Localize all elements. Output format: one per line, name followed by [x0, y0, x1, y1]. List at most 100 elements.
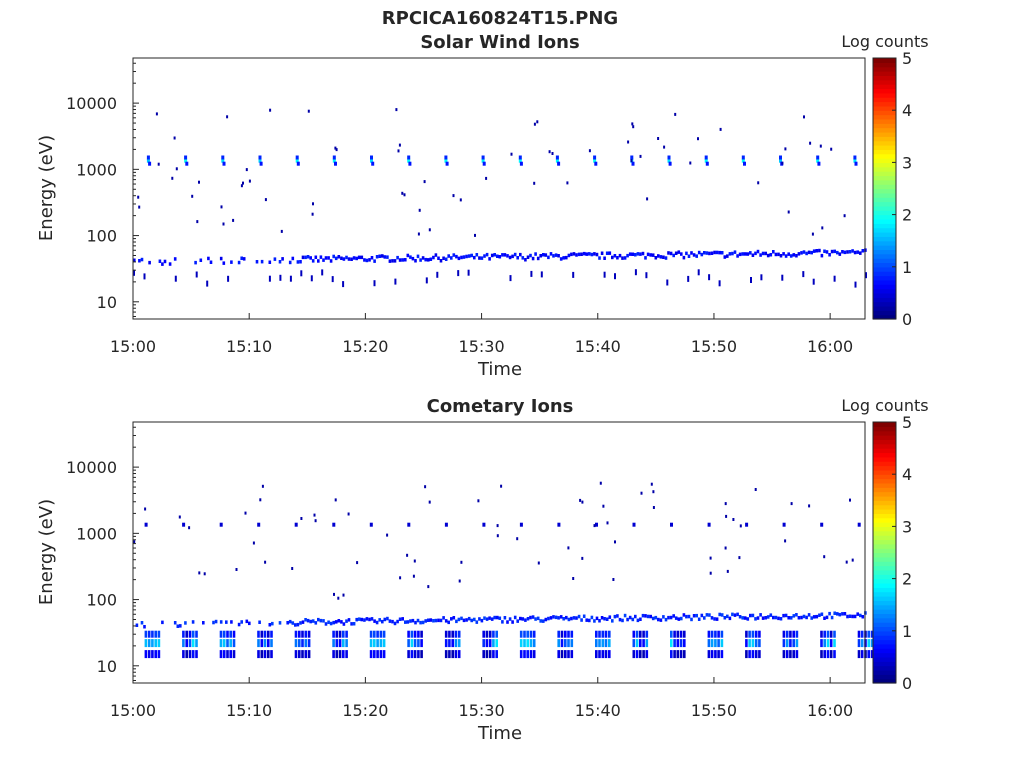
heatmap-cell: [278, 621, 282, 625]
heatmap-cell: [685, 614, 688, 619]
heatmap-cell: [846, 250, 849, 254]
heatmap-cell: [508, 255, 512, 260]
colorbar-segment: [873, 461, 896, 467]
heatmap-cell: [557, 254, 560, 258]
colorbar-tick-label: 4: [902, 101, 912, 120]
heatmap-cell: [754, 251, 757, 256]
heatmap-cell: [802, 614, 806, 619]
heatmap-cell: [710, 650, 714, 659]
heatmap-cell: [593, 252, 596, 256]
heatmap-cell: [306, 618, 310, 623]
heatmap-cell: [731, 251, 734, 256]
heatmap-cell: [188, 630, 192, 638]
heatmap-cell: [782, 650, 786, 659]
heatmap-cell: [745, 639, 748, 648]
heatmap-cell: [795, 639, 799, 648]
heatmap-cell: [140, 621, 144, 625]
heatmap-cell: [570, 639, 574, 648]
heatmap-cell: [784, 254, 788, 258]
colorbar-segment: [873, 227, 896, 233]
heatmap-cell: [580, 618, 583, 622]
heatmap-cell: [404, 620, 407, 624]
heatmap-cell: [614, 540, 616, 544]
heatmap-cell: [726, 254, 729, 258]
heatmap-cell: [860, 650, 864, 659]
x-tick-label: 16:00: [807, 337, 853, 356]
heatmap-cell: [379, 639, 383, 648]
heatmap-cell: [635, 639, 639, 648]
heatmap-cell: [424, 257, 427, 262]
colorbar-tick-label: 5: [902, 413, 912, 432]
heatmap-cell: [133, 540, 136, 544]
heatmap-cell: [754, 617, 757, 621]
colorbar-segment: [873, 75, 896, 81]
colorbar-segment: [873, 587, 896, 593]
heatmap-cell: [500, 484, 503, 488]
heatmap-cell: [787, 210, 790, 214]
heatmap-cell: [579, 498, 582, 502]
heatmap-cell: [754, 488, 757, 491]
heatmap-cell: [483, 254, 486, 258]
heatmap-cell: [407, 155, 411, 160]
heatmap-cell: [641, 613, 645, 618]
heatmap-cell: [311, 619, 315, 623]
heatmap-cell: [590, 615, 594, 620]
heatmap-cell: [608, 251, 612, 255]
colorbar-segment: [873, 118, 896, 124]
heatmap-cell: [645, 272, 648, 279]
heatmap-cell: [659, 255, 663, 259]
colorbar-segment: [873, 97, 896, 103]
heatmap-cell: [370, 256, 374, 260]
heatmap-cell: [191, 639, 195, 648]
heatmap-cell: [828, 611, 831, 616]
heatmap-cell: [393, 621, 397, 626]
heatmap-cell: [432, 255, 435, 260]
heatmap-cell: [795, 650, 799, 659]
heatmap-cell: [432, 619, 435, 623]
heatmap-cell: [230, 620, 233, 624]
heatmap-cell: [429, 257, 433, 261]
heatmap-cell: [802, 250, 806, 254]
heatmap-cell: [222, 161, 226, 166]
heatmap-cell: [598, 650, 601, 659]
heatmap-cell: [428, 228, 431, 232]
heatmap-cell: [720, 613, 724, 617]
colorbar-segment: [873, 262, 896, 268]
heatmap-cell: [135, 623, 139, 627]
colorbar-segment: [873, 604, 896, 610]
heatmap-cell: [659, 618, 663, 622]
heatmap-cell: [331, 276, 334, 283]
heatmap-cell: [724, 546, 727, 550]
heatmap-cell: [853, 250, 857, 255]
heatmap-cell: [421, 256, 425, 260]
heatmap-cell: [232, 218, 235, 222]
heatmap-cell: [237, 260, 241, 265]
heatmap-cell: [816, 155, 820, 160]
colorbar-segment: [873, 310, 896, 316]
heatmap-cell: [414, 620, 417, 625]
heatmap-cell: [575, 253, 578, 257]
heatmap-cell: [474, 233, 476, 237]
heatmap-cell: [608, 639, 611, 648]
heatmap-cell: [761, 251, 765, 256]
heatmap-cell: [445, 161, 449, 166]
heatmap-cell: [482, 630, 485, 638]
heatmap-cell: [513, 615, 517, 620]
heatmap-cell: [611, 619, 614, 623]
heatmap-cell: [226, 115, 229, 119]
heatmap-cell: [567, 650, 570, 659]
colorbar-segment: [873, 84, 896, 90]
y-tick-label: 1000: [76, 160, 117, 179]
heatmap-cell: [733, 613, 737, 617]
heatmap-cell: [526, 630, 529, 638]
heatmap-cell: [460, 255, 463, 260]
heatmap-cell: [749, 251, 752, 255]
heatmap-cell: [195, 639, 198, 648]
heatmap-cell: [291, 621, 295, 625]
heatmap-cell: [451, 639, 454, 648]
heatmap-cell: [444, 257, 448, 261]
heatmap-cell: [304, 650, 308, 659]
heatmap-cell: [229, 630, 232, 638]
heatmap-cell: [220, 205, 223, 209]
heatmap-cell: [808, 504, 811, 508]
